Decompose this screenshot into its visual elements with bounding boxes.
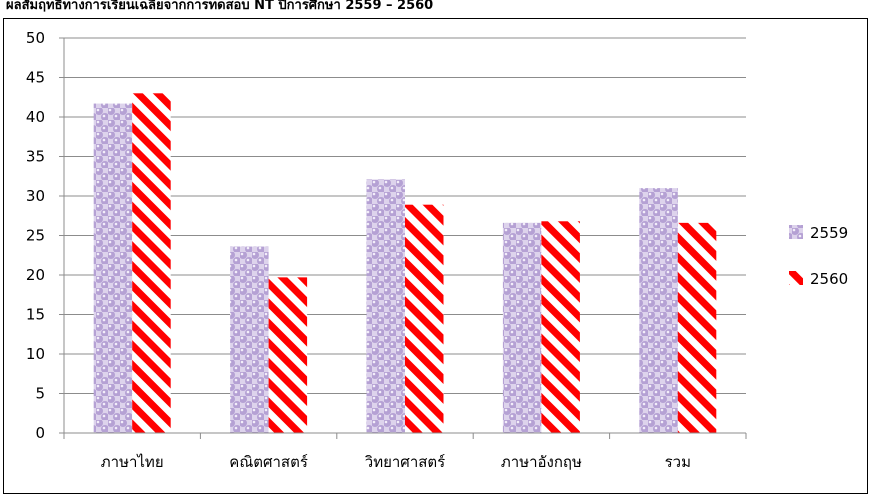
x-tick-label: วิทยาศาสตร์ (364, 453, 445, 471)
y-tick-label: 10 (26, 345, 45, 363)
bar-2559-3 (502, 222, 542, 433)
y-tick-label: 40 (26, 108, 45, 126)
y-tick-label: 45 (26, 69, 45, 87)
bar-2559-0 (93, 103, 133, 433)
bar-2560-0 (132, 93, 171, 434)
chart-title: ผลสัมฤทธิ์ทางการเรียนเฉลี่ยจากการทดสอบ N… (6, 0, 433, 13)
bar-2560-3 (541, 221, 580, 433)
bar-2559-4 (639, 188, 678, 433)
bar-2559-2 (366, 179, 405, 433)
legend-swatch-2559 (789, 225, 803, 239)
x-tick-label: รวม (665, 453, 691, 471)
y-tick-label: 35 (26, 148, 45, 166)
y-tick-label: 25 (26, 227, 45, 245)
y-tick-label: 20 (26, 266, 45, 284)
axis-layer: 0 5 10 15 20 25 30 35 40 45 50 ภาษาไทย คณิตศาสตร์ วิท… (26, 29, 747, 471)
grid-layer (64, 37, 746, 394)
y-tick-label: 30 (26, 187, 45, 205)
legend-label-2559: 2559 (810, 224, 848, 242)
bar-2560-1 (268, 277, 308, 433)
legend: 2559 2560 (789, 224, 848, 288)
bars-layer (93, 93, 717, 434)
x-tick-label: ภาษาไทย (101, 453, 164, 471)
plot-border (3, 18, 868, 494)
x-tick-label: คณิตศาสตร์ (229, 453, 308, 471)
legend-swatch-2560 (789, 271, 803, 285)
legend-label-2560: 2560 (810, 270, 848, 288)
y-tick-label: 5 (35, 385, 45, 403)
bar-2559-1 (230, 246, 269, 433)
bar-2560-2 (405, 204, 444, 433)
y-tick-label: 50 (26, 29, 45, 47)
y-tick-label: 15 (26, 306, 45, 324)
x-tick-label: ภาษาอังกฤษ (501, 453, 582, 471)
bar-2560-4 (677, 222, 717, 433)
y-tick-label: 0 (35, 424, 45, 442)
